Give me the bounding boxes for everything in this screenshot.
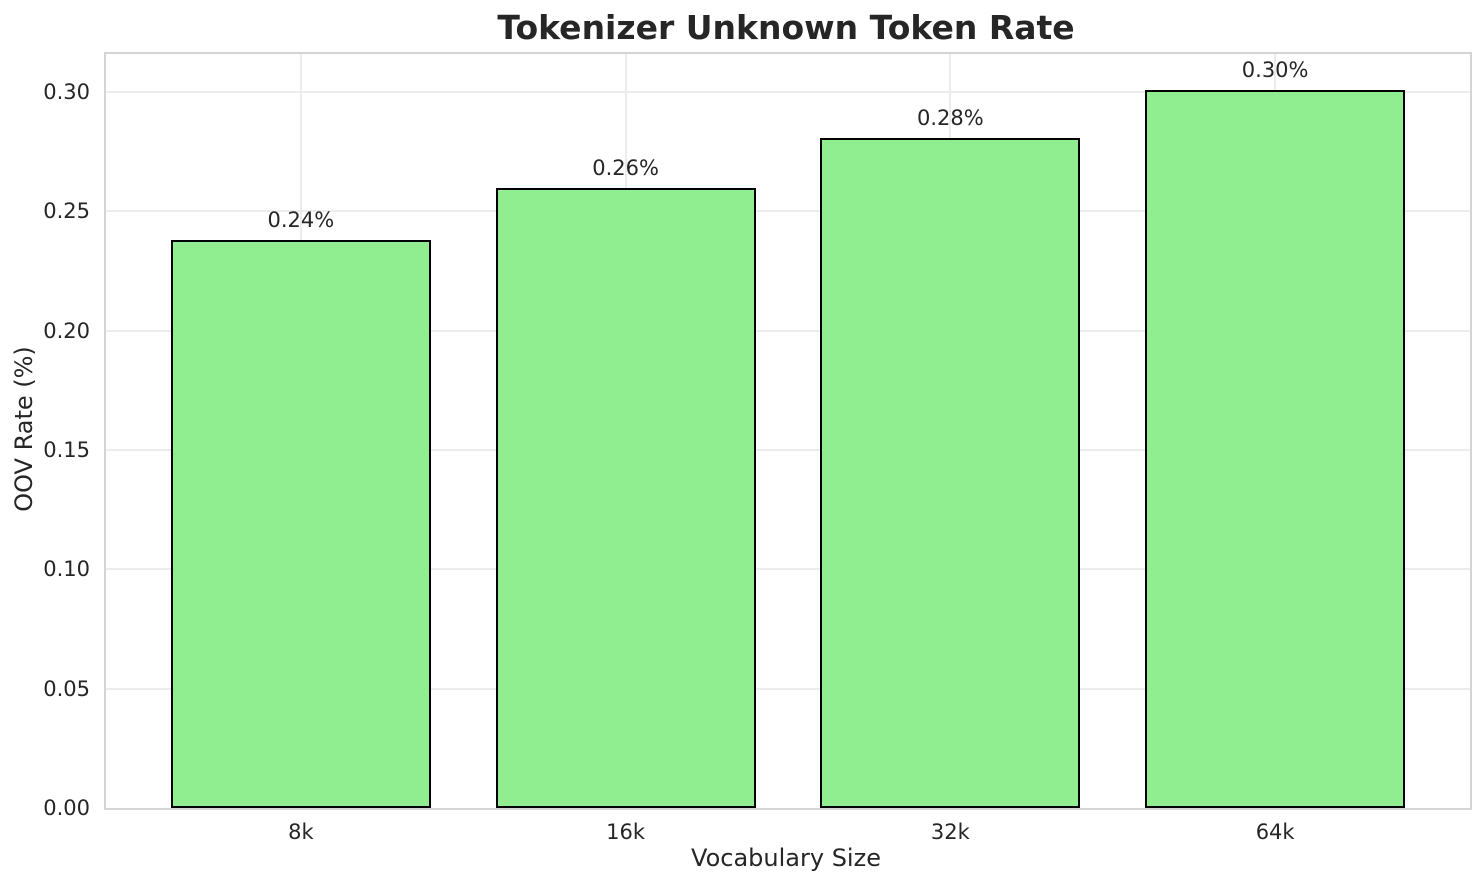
y-gridline bbox=[106, 91, 1470, 94]
y-tick-label: 0.30 bbox=[43, 80, 90, 105]
x-tick-label: 8k bbox=[288, 820, 314, 844]
bar-64k bbox=[1145, 89, 1406, 808]
plot-area: 0.00 0.05 0.10 0.15 0.20 0.25 0.30 0.24% 8k 0.26%… bbox=[43, 52, 1472, 844]
y-gridline bbox=[106, 687, 1470, 690]
y-gridline bbox=[106, 449, 1470, 452]
y-tick-label: 0.25 bbox=[43, 199, 90, 224]
bar-value-label: 0.30% bbox=[1241, 57, 1309, 82]
chart-title: Tokenizer Unknown Token Rate bbox=[497, 8, 1075, 47]
bar-32k bbox=[820, 137, 1081, 808]
x-tick-label: 16k bbox=[606, 820, 646, 844]
y-tick-label: 0.20 bbox=[43, 318, 90, 343]
y-gridline bbox=[106, 329, 1470, 332]
bar-16k bbox=[495, 187, 756, 808]
y-tick-label: 0.00 bbox=[43, 796, 90, 820]
y-gridline bbox=[106, 568, 1470, 571]
y-tick-label: 0.10 bbox=[43, 557, 90, 582]
y-tick-label: 0.15 bbox=[43, 438, 90, 463]
x-axis-label: Vocabulary Size bbox=[691, 844, 881, 872]
bar-8k bbox=[170, 240, 431, 808]
y-gridline bbox=[106, 210, 1470, 213]
y-axis-label: OOV Rate (%) bbox=[10, 346, 38, 512]
x-tick-label: 32k bbox=[930, 820, 970, 844]
y-tick-label: 0.05 bbox=[43, 676, 90, 701]
bar-value-label: 0.24% bbox=[267, 208, 335, 233]
bar-value-label: 0.28% bbox=[917, 105, 984, 130]
bar-value-label: 0.26% bbox=[592, 155, 659, 180]
x-tick-label: 64k bbox=[1255, 820, 1295, 844]
